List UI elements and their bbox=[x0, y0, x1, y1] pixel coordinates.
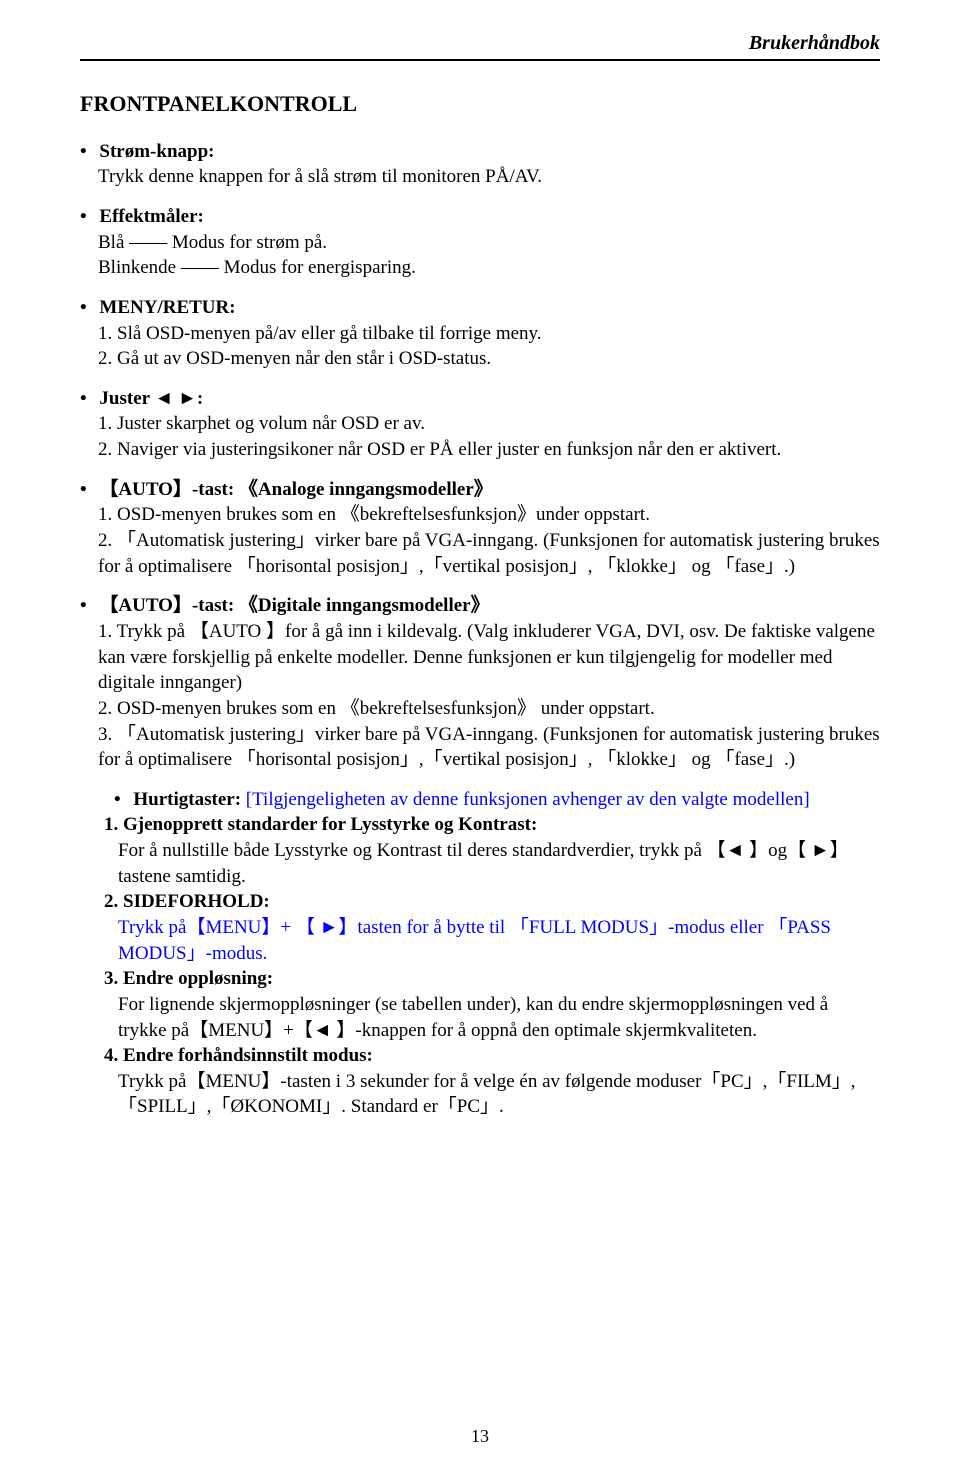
item-label: Juster ◄ ►: bbox=[99, 388, 203, 409]
row-right: Modus for strøm på. bbox=[172, 232, 327, 253]
item-label: MENY/RETUR: bbox=[99, 297, 235, 318]
numbered-item: 1. Juster skarphet og volum når OSD er a… bbox=[98, 411, 880, 437]
hurtig-entry: 4. Endre forhåndsinnstilt modus: Trykk p… bbox=[104, 1043, 880, 1120]
item-auto-analog: 【AUTO】-tast: 《Analoge inngangsmodeller》 … bbox=[80, 477, 880, 580]
numbered-item: 3. 「Automatisk justering」virker bare på … bbox=[98, 722, 880, 773]
hurtig-label: Hurtigtaster: bbox=[133, 789, 241, 810]
numbered-item: 2. 「Automatisk justering」virker bare på … bbox=[98, 528, 880, 579]
item-label: Effektmåler: bbox=[99, 206, 203, 227]
row-left: Blå bbox=[98, 232, 124, 253]
item-label: 【AUTO】-tast: 《Analoge inngangsmodeller》 bbox=[99, 479, 492, 500]
entry-title: 4. Endre forhåndsinnstilt modus: bbox=[104, 1043, 880, 1069]
dash: —— bbox=[181, 257, 224, 278]
entry-body: For å nullstille både Lysstyrke og Kontr… bbox=[104, 838, 880, 889]
numbered-item: 2. Gå ut av OSD-menyen når den står i OS… bbox=[98, 346, 880, 372]
numbered-item: 1. OSD-menyen brukes som en 《bekreftelse… bbox=[98, 502, 880, 528]
hurtig-entry: 3. Endre oppløsning: For lignende skjerm… bbox=[104, 966, 880, 1043]
item-juster: Juster ◄ ►: 1. Juster skarphet og volum … bbox=[80, 386, 880, 463]
hurtigtaster-block: Hurtigtaster: [Tilgjengeligheten av denn… bbox=[80, 787, 880, 813]
hurtigtaster-header: Hurtigtaster: [Tilgjengeligheten av denn… bbox=[114, 787, 880, 813]
item-meny-retur: MENY/RETUR: 1. Slå OSD-menyen på/av elle… bbox=[80, 295, 880, 372]
row-left: Blinkende bbox=[98, 257, 176, 278]
numbered-item: 1. Slå OSD-menyen på/av eller gå tilbake… bbox=[98, 321, 880, 347]
entry-body: Trykk på【MENU】-tasten i 3 sekunder for å… bbox=[104, 1069, 880, 1120]
numbered-list: 1. Slå OSD-menyen på/av eller gå tilbake… bbox=[80, 321, 880, 372]
item-strom-knapp: Strøm-knapp: Trykk denne knappen for å s… bbox=[80, 139, 880, 190]
hurtig-entry: 2. SIDEFORHOLD: Trykk på【MENU】+ 【 ►】tast… bbox=[104, 889, 880, 966]
numbered-list: 1. Juster skarphet og volum når OSD er a… bbox=[80, 411, 880, 462]
page-number: 13 bbox=[0, 1424, 960, 1448]
dash: —— bbox=[129, 232, 172, 253]
row: Blinkende —— Modus for energisparing. bbox=[98, 255, 880, 281]
numbered-list: 1. OSD-menyen brukes som en 《bekreftelse… bbox=[80, 502, 880, 579]
numbered-item: 2. OSD-menyen brukes som en 《bekreftelse… bbox=[98, 696, 880, 722]
item-label: 【AUTO】-tast: 《Digitale inngangsmodeller》 bbox=[99, 595, 489, 616]
entry-title: 1. Gjenopprett standarder for Lysstyrke … bbox=[104, 812, 880, 838]
hurtig-blue-text: [Tilgjengeligheten av denne funksjonen a… bbox=[246, 789, 810, 810]
numbered-item: 1. Trykk på 【AUTO 】for å gå inn i kildev… bbox=[98, 619, 880, 696]
hurtig-entries: 1. Gjenopprett standarder for Lysstyrke … bbox=[80, 812, 880, 1120]
item-desc: Trykk denne knappen for å slå strøm til … bbox=[80, 164, 880, 190]
content-list: Strøm-knapp: Trykk denne knappen for å s… bbox=[80, 139, 880, 773]
entry-body: For lignende skjermoppløsninger (se tabe… bbox=[104, 992, 880, 1043]
numbered-item: 2. Naviger via justeringsikoner når OSD … bbox=[98, 437, 880, 463]
section-title: FRONTPANELKONTROLL bbox=[80, 89, 880, 119]
item-auto-digital: 【AUTO】-tast: 《Digitale inngangsmodeller》… bbox=[80, 593, 880, 772]
entry-title: 2. SIDEFORHOLD: bbox=[104, 889, 880, 915]
numbered-list: 1. Trykk på 【AUTO 】for å gå inn i kildev… bbox=[80, 619, 880, 773]
row: Blå —— Modus for strøm på. bbox=[98, 230, 880, 256]
item-label: Strøm-knapp: bbox=[99, 141, 214, 162]
item-effektmaler: Effektmåler: Blå —— Modus for strøm på. … bbox=[80, 204, 880, 281]
row-right: Modus for energisparing. bbox=[224, 257, 416, 278]
hurtig-entry: 1. Gjenopprett standarder for Lysstyrke … bbox=[104, 812, 880, 889]
entry-body-blue: Trykk på【MENU】+ 【 ►】tasten for å bytte t… bbox=[104, 915, 880, 966]
page-header-title: Brukerhåndbok bbox=[80, 30, 880, 61]
item-rows: Blå —— Modus for strøm på. Blinkende —— … bbox=[80, 230, 880, 281]
entry-title: 3. Endre oppløsning: bbox=[104, 966, 880, 992]
